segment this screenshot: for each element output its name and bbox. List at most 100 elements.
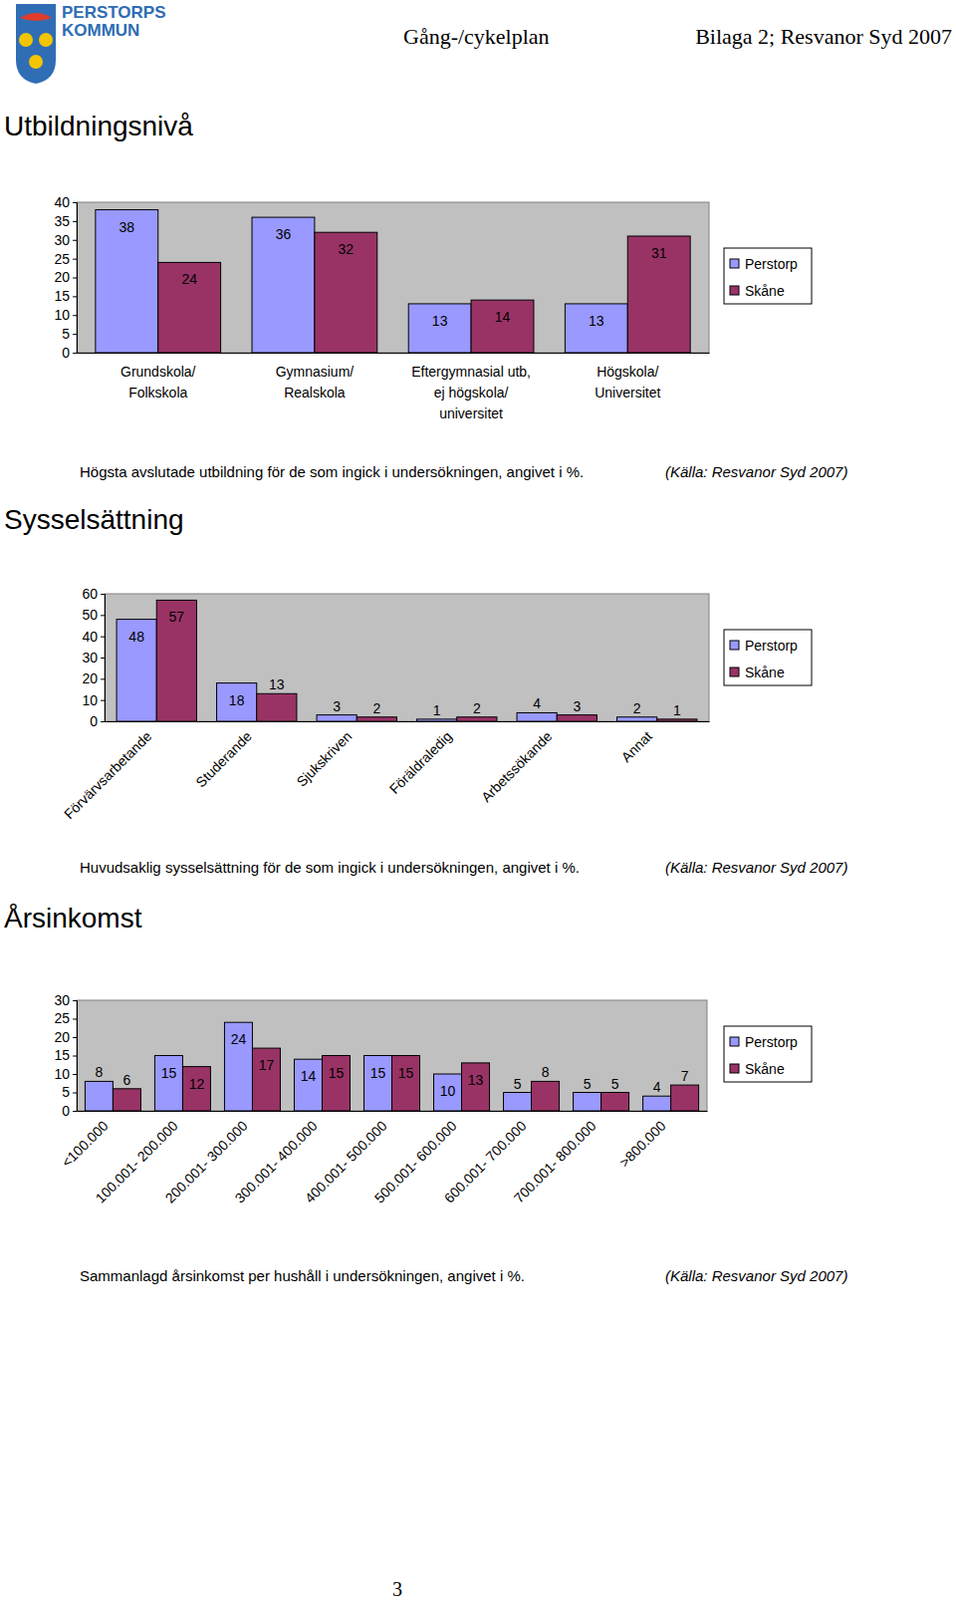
legend-box [723, 1025, 812, 1082]
legend-label: Perstorp [744, 255, 798, 272]
bar [224, 1021, 252, 1111]
data-label: 15 [370, 1064, 387, 1081]
y-tick-mark [100, 700, 105, 702]
y-tick-label: 0 [89, 713, 98, 729]
data-label: 3 [332, 698, 341, 715]
bar [314, 232, 378, 353]
y-tick-label: 30 [81, 649, 98, 666]
bar [627, 236, 691, 353]
logo-fish [19, 12, 52, 21]
x-tick-label: Annat [618, 727, 656, 765]
x-tick: <100.000 [58, 1110, 114, 1171]
y-tick-mark [72, 202, 77, 204]
y-tick-label: 15 [53, 287, 70, 304]
data-label: 17 [258, 1056, 275, 1073]
x-axis-line [77, 352, 711, 354]
y-tick: 0 [61, 344, 77, 361]
data-label: 5 [583, 1075, 592, 1092]
y-tick: 20 [81, 670, 105, 687]
source: (Källa: Resvanor Syd 2007) [665, 1266, 848, 1284]
data-label: 15 [328, 1064, 345, 1081]
y-tick: 50 [81, 606, 105, 623]
data-label: 5 [611, 1075, 620, 1092]
bar [657, 718, 698, 721]
y-tick-mark [72, 352, 77, 354]
data-label: 24 [231, 1030, 247, 1047]
bar [84, 1080, 113, 1111]
y-tick-mark [100, 636, 105, 638]
x-axis: <100.000100.001- 200.000200.001- 300.000… [58, 1110, 709, 1206]
chart-title: Årsinkomst [3, 902, 143, 934]
y-tick-mark [72, 1073, 77, 1075]
data-label: 12 [189, 1075, 206, 1092]
y-tick: 10 [53, 306, 77, 323]
y-tick-label: 20 [81, 670, 98, 687]
y-tick-mark [72, 1092, 77, 1094]
data-label: 8 [541, 1063, 550, 1080]
page-number: 3 [392, 1577, 403, 1600]
y-tick-mark [72, 221, 77, 223]
y-axis-line [72, 1000, 78, 1112]
bar [564, 303, 628, 353]
data-label: 4 [532, 695, 541, 712]
bar [408, 303, 472, 353]
bar [256, 693, 297, 721]
y-tick-mark [100, 614, 105, 616]
x-tick-label: >800.000 [616, 1117, 670, 1171]
x-tick: Arbetssökande [478, 720, 557, 805]
legend-swatch [729, 258, 739, 268]
bar [316, 715, 357, 721]
header-right: Bilaga 2; Resvanor Syd 2007 [695, 23, 953, 49]
bar [462, 1062, 490, 1111]
plot-area [76, 999, 708, 1111]
logo-text: PERSTORPS [61, 2, 167, 22]
y-tick-label: 10 [81, 692, 98, 709]
x-tick-label: Arbetssökande [478, 727, 556, 806]
chart: ÅrsinkomstSammanlagd årsinkomst per hush… [3, 902, 848, 1284]
bar [321, 1055, 350, 1112]
data-label: 14 [300, 1067, 317, 1084]
y-tick-mark [100, 678, 105, 680]
y-tick-label: 60 [81, 585, 98, 602]
x-tick-label: Föräldraledig [386, 727, 456, 797]
data-label: 3 [572, 698, 581, 715]
y-tick: 25 [53, 1009, 77, 1026]
y-tick-label: 25 [53, 1009, 70, 1026]
y-tick-mark [72, 999, 77, 1001]
data-label: 15 [161, 1064, 178, 1081]
bars [116, 599, 698, 721]
x-tick-label: Grundskola/Folkskola [120, 363, 197, 401]
y-tick: 30 [53, 232, 77, 248]
x-tick: 700.001- 800.000 [510, 1110, 602, 1206]
y-axis: 0102030405060 [81, 585, 105, 729]
y-tick-mark [72, 314, 77, 316]
logo-flower [38, 32, 53, 47]
bar [182, 1066, 211, 1111]
chart: UtbildningsnivåHögsta avslutade utbildni… [3, 110, 848, 480]
legend-box [723, 247, 812, 304]
legend-swatch [729, 285, 739, 295]
y-tick-label: 40 [53, 194, 70, 211]
data-label: 14 [494, 308, 511, 325]
chart: SysselsättningHuvudsaklig sysselsättning… [3, 503, 848, 876]
bar [156, 599, 197, 721]
logo-shield [15, 3, 56, 84]
y-tick-label: 25 [53, 250, 70, 267]
x-tick-label: Förvärvsarbetande [60, 727, 156, 823]
legend-swatch [729, 1063, 739, 1073]
y-tick: 10 [81, 692, 105, 709]
legend-swatch [729, 667, 739, 677]
y-tick-mark [72, 1110, 77, 1112]
data-label: 32 [338, 240, 355, 257]
data-label: 13 [468, 1071, 484, 1088]
x-tick: Grundskola/Folkskola [120, 352, 197, 401]
bar [363, 1055, 392, 1112]
bar [643, 1095, 672, 1111]
data-label: 18 [229, 692, 245, 709]
data-label: 38 [119, 219, 136, 236]
y-tick-label: 0 [61, 344, 70, 361]
y-tick-label: 20 [53, 268, 70, 285]
y-tick: 0 [61, 1102, 77, 1119]
y-tick-label: 35 [53, 213, 70, 230]
bar [417, 718, 458, 721]
